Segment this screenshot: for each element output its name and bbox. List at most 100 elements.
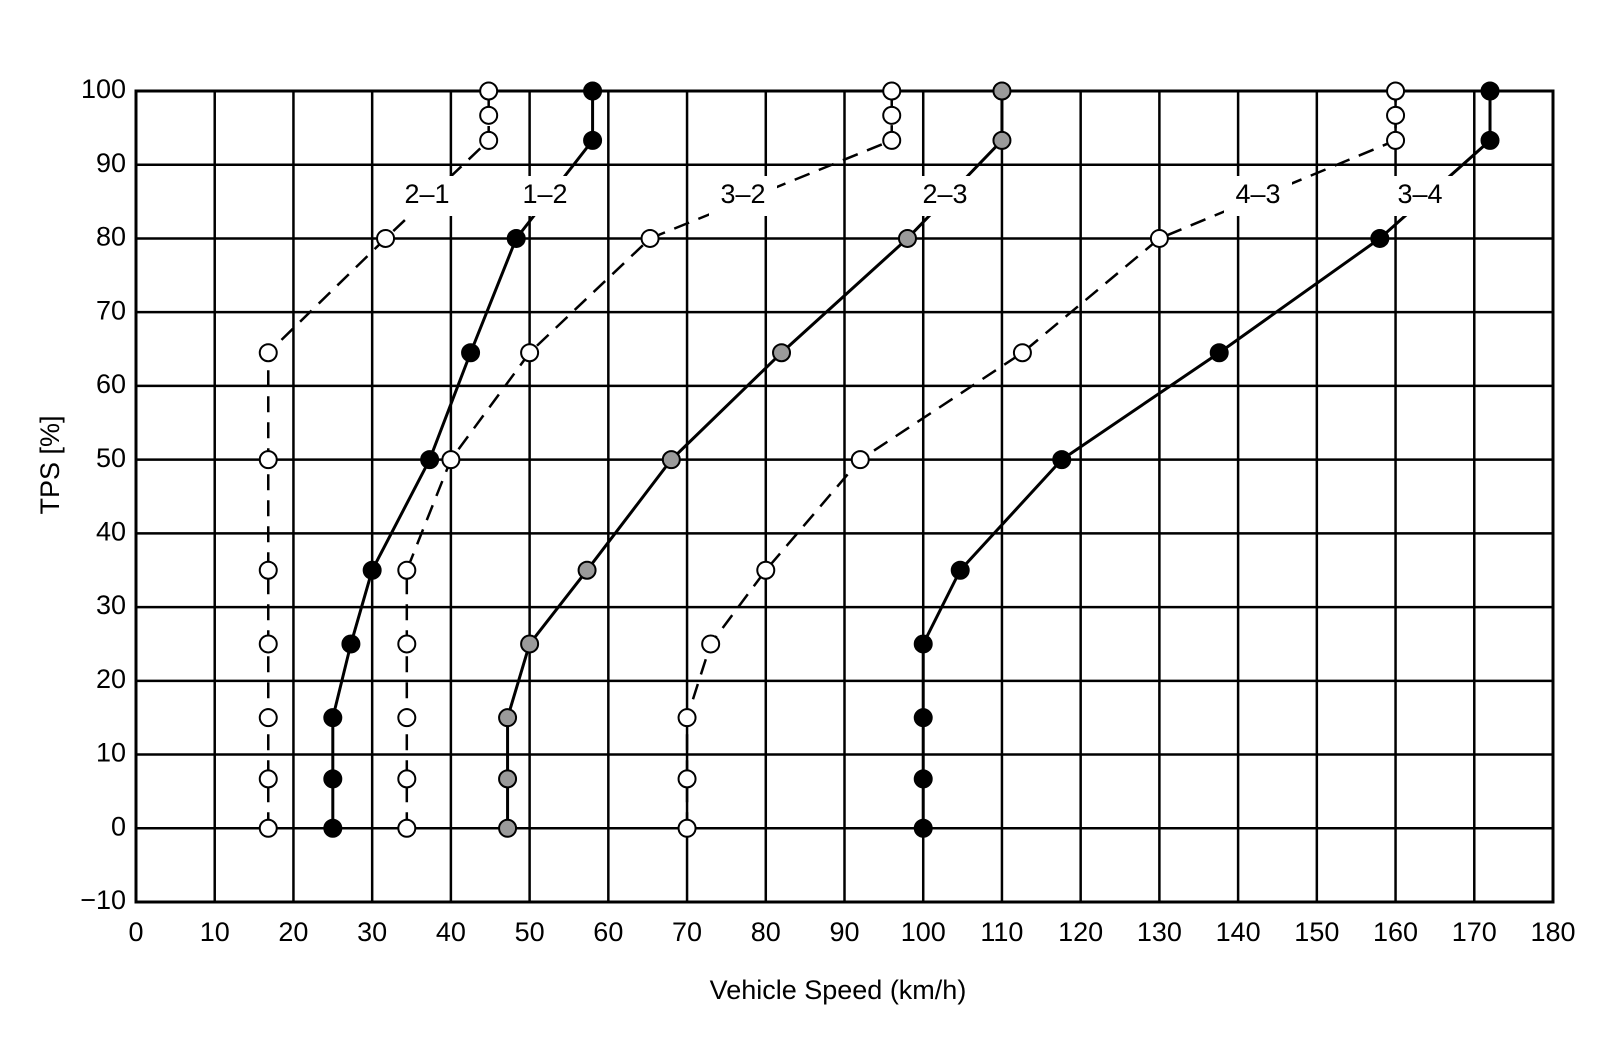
x-tick-label: 140 bbox=[1216, 917, 1261, 947]
y-tick-label: 80 bbox=[96, 222, 126, 252]
y-tick-label: 60 bbox=[96, 369, 126, 399]
y-tick-label: 90 bbox=[96, 148, 126, 178]
data-point bbox=[376, 228, 396, 248]
data-point bbox=[498, 708, 518, 728]
x-tick-label: 10 bbox=[200, 917, 230, 947]
data-point bbox=[950, 560, 970, 580]
data-point bbox=[677, 708, 697, 728]
y-tick-label: 30 bbox=[96, 590, 126, 620]
data-point bbox=[772, 343, 792, 363]
data-point bbox=[397, 708, 417, 728]
data-point bbox=[323, 818, 343, 838]
x-tick-label: 110 bbox=[980, 917, 1023, 947]
data-point bbox=[258, 450, 278, 470]
x-tick-label: 130 bbox=[1137, 917, 1182, 947]
data-point bbox=[992, 81, 1012, 101]
data-point bbox=[661, 450, 681, 470]
data-point bbox=[1386, 105, 1406, 125]
data-point bbox=[498, 818, 518, 838]
data-point bbox=[397, 634, 417, 654]
y-tick-label: 50 bbox=[96, 443, 126, 473]
data-point bbox=[1012, 343, 1032, 363]
data-point bbox=[258, 818, 278, 838]
x-tick-label: 180 bbox=[1530, 917, 1575, 947]
data-point bbox=[258, 634, 278, 654]
x-tick-label: 90 bbox=[829, 917, 859, 947]
data-point bbox=[479, 130, 499, 150]
data-point bbox=[258, 343, 278, 363]
data-point bbox=[882, 81, 902, 101]
data-point bbox=[341, 634, 361, 654]
data-point bbox=[323, 769, 343, 789]
x-tick-label: 40 bbox=[436, 917, 466, 947]
data-point bbox=[640, 228, 660, 248]
data-point bbox=[882, 105, 902, 125]
label-background bbox=[511, 176, 579, 216]
x-tick-label: 30 bbox=[357, 917, 387, 947]
y-tick-label: 10 bbox=[96, 738, 126, 768]
data-point bbox=[520, 343, 540, 363]
data-point bbox=[420, 450, 440, 470]
series-label: 3–4 bbox=[1397, 179, 1442, 209]
series-label: 4–3 bbox=[1235, 179, 1280, 209]
y-tick-label: −10 bbox=[80, 885, 126, 915]
label-background bbox=[1224, 176, 1292, 216]
data-point bbox=[258, 708, 278, 728]
x-tick-label: 60 bbox=[593, 917, 623, 947]
data-point bbox=[897, 228, 917, 248]
data-point bbox=[1052, 450, 1072, 470]
x-tick-label: 50 bbox=[515, 917, 545, 947]
label-background bbox=[1386, 176, 1454, 216]
data-point bbox=[397, 769, 417, 789]
y-tick-label: 20 bbox=[96, 664, 126, 694]
series-label: 3–2 bbox=[720, 179, 765, 209]
x-tick-label: 150 bbox=[1294, 917, 1339, 947]
y-axis-title: TPS [%] bbox=[35, 415, 65, 514]
data-point bbox=[1480, 130, 1500, 150]
data-point bbox=[441, 450, 461, 470]
x-tick-label: 160 bbox=[1373, 917, 1418, 947]
data-point bbox=[583, 130, 603, 150]
data-point bbox=[583, 81, 603, 101]
data-point bbox=[461, 343, 481, 363]
y-tick-label: 70 bbox=[96, 295, 126, 325]
data-point bbox=[479, 105, 499, 125]
data-point bbox=[677, 818, 697, 838]
data-point bbox=[913, 708, 933, 728]
data-point bbox=[362, 560, 382, 580]
x-tick-label: 120 bbox=[1058, 917, 1103, 947]
x-tick-label: 100 bbox=[901, 917, 946, 947]
data-point bbox=[1386, 81, 1406, 101]
y-tick-label: 100 bbox=[81, 74, 126, 104]
series-label: 2–3 bbox=[922, 179, 967, 209]
series-label: 1–2 bbox=[522, 179, 567, 209]
data-point bbox=[913, 769, 933, 789]
data-point bbox=[756, 560, 776, 580]
data-point bbox=[1386, 130, 1406, 150]
data-point bbox=[1370, 228, 1390, 248]
data-point bbox=[577, 560, 597, 580]
data-point bbox=[397, 818, 417, 838]
plot-frame bbox=[134, 89, 1555, 904]
data-point bbox=[520, 634, 540, 654]
label-background bbox=[393, 176, 461, 216]
data-point bbox=[506, 228, 526, 248]
data-point bbox=[397, 560, 417, 580]
data-point bbox=[1209, 343, 1229, 363]
data-point bbox=[479, 81, 499, 101]
x-tick-label: 80 bbox=[751, 917, 781, 947]
data-point bbox=[677, 769, 697, 789]
data-point bbox=[913, 818, 933, 838]
data-point bbox=[1480, 81, 1500, 101]
data-point bbox=[258, 769, 278, 789]
data-point bbox=[1149, 228, 1169, 248]
x-tick-label: 20 bbox=[278, 917, 308, 947]
data-point bbox=[498, 769, 518, 789]
y-tick-label: 0 bbox=[111, 811, 126, 841]
data-point bbox=[850, 450, 870, 470]
label-background bbox=[709, 176, 777, 216]
data-point bbox=[323, 708, 343, 728]
x-tick-label: 70 bbox=[672, 917, 702, 947]
x-axis-title: Vehicle Speed (km/h) bbox=[710, 975, 967, 1005]
